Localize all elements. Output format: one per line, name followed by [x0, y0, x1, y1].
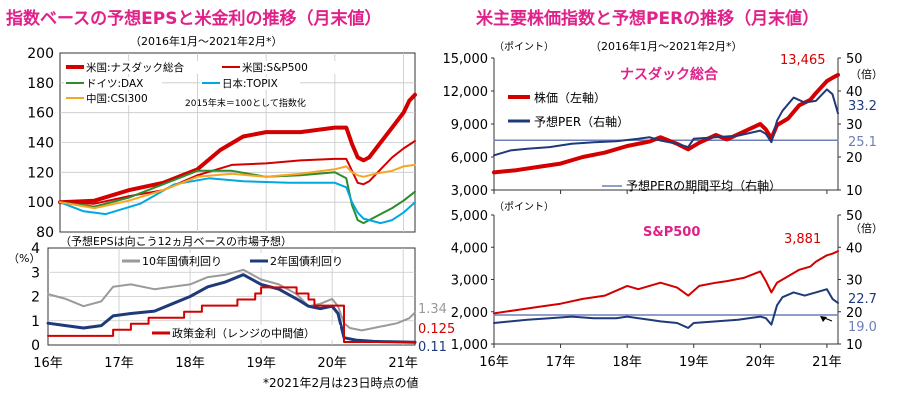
- sp500-ytick-left-label: 3,000: [451, 274, 488, 289]
- nasdaq-ytick-right-label: 40: [846, 85, 863, 100]
- rates-ytick-label: 4: [31, 241, 40, 257]
- sp500-ytick-left-label: 1,000: [451, 338, 488, 353]
- rates-end-label: 0.11: [418, 340, 447, 355]
- eps-ytick-label: 200: [27, 46, 54, 62]
- eps-subtitle: （2016年1月～2021年2月*）: [130, 34, 283, 48]
- nasdaq-legend-label: 予想PER（右軸）: [534, 114, 629, 129]
- rates-ytick-label: 3: [31, 265, 40, 281]
- xtick-label: 17年: [104, 356, 134, 371]
- rates-legend-label: 政策金利（レンジの中間値）: [172, 326, 315, 340]
- eps-legend-bg: [64, 77, 162, 90]
- rates-end-label: 1.34: [418, 302, 447, 317]
- eps-ytick-label: 160: [27, 106, 54, 122]
- xtick-label: 18年: [175, 356, 205, 371]
- sp500-ytick-left-label: 2,000: [451, 306, 488, 321]
- sp500-end-label: 3,881: [784, 232, 821, 247]
- sp500-ytick-left-label: 4,000: [451, 241, 488, 256]
- xtick-label: 18年: [612, 355, 642, 370]
- rates-ytick-label: 2: [31, 290, 40, 306]
- eps-series-2: [59, 169, 416, 225]
- eps-series-0: [58, 92, 417, 205]
- sp500-ytick-right-label: 30: [846, 274, 863, 289]
- rates-ylabel: （%）: [8, 252, 40, 265]
- xtick-label: 20年: [746, 355, 776, 370]
- xtick-label: 21年: [388, 356, 418, 371]
- nasdaq-end-label: 25.1: [848, 135, 877, 150]
- sp500-series-0: [493, 250, 839, 315]
- nasdaq-series-1: [493, 88, 839, 157]
- rates-legend-label: 2年国債利回り: [270, 254, 343, 268]
- nasdaq-ytick-right-label: 30: [846, 118, 863, 133]
- rates-ytick-label: 0: [31, 338, 40, 354]
- eps-legend-label: 中国:CSI300: [86, 92, 148, 105]
- nasdaq-ylabel-left: （ポイント）: [494, 41, 554, 53]
- sp500-ytick-right-label: 20: [846, 306, 863, 321]
- sp500-ytick-right-label: 50: [846, 209, 863, 224]
- eps-series-3: [59, 177, 416, 225]
- rates-series-1: [46, 273, 417, 344]
- xtick-label: 19年: [679, 355, 709, 370]
- rates-series-0: [47, 268, 416, 332]
- nasdaq-end-label: 33.2: [848, 99, 877, 114]
- nasdaq-ytick-right-label: 50: [846, 52, 863, 67]
- rates-end-label: 0.125: [418, 322, 455, 337]
- eps-legend-bg: [220, 61, 340, 74]
- eps-legend-bg: [64, 61, 212, 74]
- xtick-label: 17年: [546, 355, 576, 370]
- sp500-end-label: 19.0: [848, 320, 877, 335]
- nasdaq-ytick-right-label: 10: [846, 184, 863, 199]
- sp500-ylabel-right: （倍）: [850, 221, 883, 235]
- nasdaq-ytick-left-label: 15,000: [443, 52, 489, 67]
- right-title: 米主要株価指数と予想PERの推移（月末値）: [476, 8, 819, 29]
- rates-legend-label: 10年国債利回り: [142, 254, 222, 268]
- eps-ytick-label: 180: [27, 76, 54, 92]
- eps-note: 2015年末＝100として指数化: [185, 97, 306, 109]
- nasdaq-ytick-right-label: 20: [846, 151, 863, 166]
- eps-series-4: [59, 163, 416, 210]
- nasdaq-ytick-left-label: 3,000: [451, 184, 488, 199]
- nasdaq-subtitle: （2016年1月～2021年2月*）: [590, 39, 743, 53]
- nasdaq-title: ナスダック総合: [620, 66, 719, 83]
- eps-legend-bg: [200, 77, 300, 90]
- rates-subtitle: （予想EPSは向こう12ヵ月ベースの市場予想）: [60, 234, 292, 248]
- sp500-ylabel-left: （ポイント）: [494, 201, 554, 213]
- rates-legend-bg: [120, 253, 242, 267]
- nasdaq-legend-label: 株価（左軸）: [534, 90, 606, 105]
- sp500-ytick-right-label: 40: [846, 241, 863, 256]
- left-title: 指数ベースの予想EPSと米金利の推移（月末値）: [6, 8, 381, 29]
- rates-legend-bg: [248, 253, 368, 267]
- sp500-ytick-left-label: 5,000: [451, 209, 488, 224]
- xtick-label: 20年: [317, 356, 347, 371]
- sp500-arrowhead: [820, 315, 827, 322]
- sp500-ytick-right-label: 10: [846, 338, 863, 353]
- eps-ytick-label: 120: [27, 165, 54, 181]
- rates-series-2: [47, 286, 416, 343]
- sp500-end-label: 22.7: [848, 292, 877, 307]
- eps-legend-label: ドイツ:DAX: [86, 78, 143, 90]
- xtick-label: 16年: [479, 355, 509, 370]
- xtick-label: 19年: [246, 356, 276, 371]
- nasdaq-ytick-left-label: 12,000: [443, 85, 489, 100]
- footnote: *2021年2月は23日時点の値: [263, 375, 418, 390]
- sp500-series-1: [493, 288, 839, 329]
- eps-legend-label: 米国:ナスダック総合: [86, 61, 185, 74]
- eps-ytick-label: 80: [36, 225, 54, 241]
- eps-legend-label: 日本:TOPIX: [222, 77, 278, 90]
- eps-legend-label: 米国:S&P500: [242, 61, 308, 74]
- nasdaq-end-label: 13,465: [780, 53, 826, 68]
- nasdaq-legend-label: 予想PERの期間平均（右軸）: [626, 178, 781, 193]
- sp500-title: S&P500: [643, 225, 700, 240]
- nasdaq-ytick-left-label: 6,000: [451, 151, 488, 166]
- nasdaq-ylabel-right: （倍）: [850, 67, 883, 81]
- eps-ytick-label: 100: [27, 195, 54, 211]
- xtick-label: 16年: [33, 356, 63, 371]
- xtick-label: 21年: [812, 355, 842, 370]
- rates-ytick-label: 1: [31, 314, 40, 330]
- eps-ytick-label: 140: [27, 136, 54, 152]
- eps-legend-bg: [64, 92, 162, 105]
- nasdaq-ytick-left-label: 9,000: [451, 118, 488, 133]
- rates-legend-bg: [150, 325, 340, 340]
